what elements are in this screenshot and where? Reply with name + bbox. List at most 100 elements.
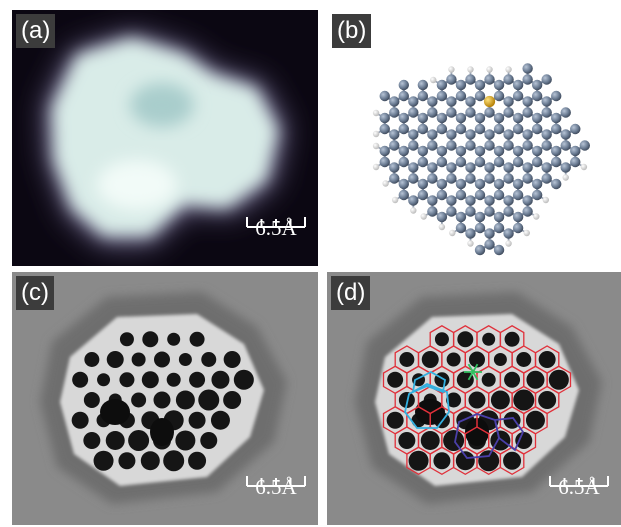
carbon-atom: [455, 222, 467, 234]
carbon-atom: [522, 195, 533, 206]
dopant-atom: [483, 95, 496, 108]
carbon-atom: [484, 140, 495, 151]
ring-hole: [178, 353, 192, 366]
panel-label-b: (b): [332, 14, 372, 48]
ring-hole: [525, 410, 545, 430]
hydrogen-atom: [449, 229, 456, 237]
carbon-atom: [570, 123, 581, 135]
carbon-atom: [379, 156, 390, 168]
carbon-atom: [446, 107, 457, 118]
ring-hole: [233, 369, 254, 390]
carbon-atom: [379, 112, 390, 124]
carbon-atom: [503, 173, 514, 184]
carbon-atom: [465, 195, 476, 206]
carbon-atom: [541, 107, 552, 118]
carbon-atom: [436, 79, 448, 91]
ring-hole: [131, 352, 146, 367]
carbon-atom: [398, 178, 409, 190]
carbon-atom: [465, 140, 476, 151]
carbon-atom: [465, 173, 476, 184]
carbon-atom: [379, 90, 390, 102]
carbon-atom: [493, 112, 505, 124]
carbon-atom: [503, 162, 514, 173]
carbon-atom: [503, 228, 514, 239]
carbon-atom: [417, 123, 429, 135]
carbon-atom: [446, 129, 457, 140]
ring-hole: [548, 369, 569, 390]
carbon-atom: [465, 96, 476, 107]
panel-c: (c) 6.5Å: [12, 272, 318, 525]
carbon-atom: [417, 156, 429, 168]
carbon-atom: [427, 140, 438, 151]
carbon-atom: [541, 173, 552, 184]
carbon-atom: [531, 156, 543, 168]
hydrogen-atom: [372, 163, 380, 171]
carbon-atom: [493, 189, 505, 201]
carbon-atom: [484, 107, 495, 118]
carbon-atom: [379, 145, 390, 157]
hydrogen-atom: [505, 66, 512, 73]
carbon-atom: [551, 156, 562, 168]
hydrogen-atom: [505, 240, 512, 247]
carbon-atom: [551, 112, 562, 124]
ring-hole: [167, 332, 181, 346]
carbon-atom: [522, 173, 533, 184]
carbon-atom: [531, 145, 543, 157]
scale-bar-c: 6.5Å: [246, 475, 306, 517]
ring-hole: [468, 391, 486, 409]
carbon-atom: [541, 96, 552, 107]
ring-hole: [504, 331, 520, 347]
carbon-atom: [389, 129, 400, 140]
carbon-atom: [522, 129, 533, 140]
carbon-atom: [427, 195, 438, 206]
scale-ruler-c: [246, 476, 306, 487]
carbon-atom: [503, 96, 514, 107]
carbon-atom: [474, 178, 486, 190]
carbon-atom: [465, 228, 476, 239]
hydrogen-atom: [486, 66, 493, 73]
carbon-atom: [560, 107, 571, 118]
carbon-atom: [389, 173, 400, 184]
carbon-atom: [398, 156, 409, 168]
ring-hole: [97, 373, 111, 387]
carbon-atom: [512, 156, 524, 168]
carbon-atom: [474, 156, 486, 168]
ring-hole: [84, 352, 100, 367]
carbon-atom: [398, 189, 409, 201]
panel-label-a: (a): [16, 14, 56, 48]
carbon-atom: [417, 90, 429, 102]
carbon-atom: [446, 173, 457, 184]
ring-hole: [420, 431, 440, 450]
carbon-atom: [579, 140, 590, 151]
carbon-atom: [512, 112, 524, 124]
ring-hole: [482, 332, 496, 346]
carbon-atom: [436, 90, 448, 102]
ring-hole: [72, 371, 89, 388]
carbon-atom: [398, 123, 409, 135]
carbon-atom: [474, 189, 486, 201]
ring-hole: [153, 391, 171, 409]
defect-hole: [415, 399, 445, 425]
ring-hole: [118, 452, 136, 470]
carbon-atom: [455, 156, 467, 168]
ring-hole: [398, 432, 416, 449]
ring-hole: [128, 430, 150, 451]
carbon-atom: [522, 140, 533, 151]
carbon-atom: [522, 63, 533, 74]
ring-hole: [493, 353, 507, 366]
hydrogen-atom: [467, 66, 474, 73]
carbon-atom: [484, 74, 495, 85]
carbon-atom: [465, 107, 476, 118]
ring-hole: [71, 411, 89, 429]
ring-hole: [131, 392, 147, 408]
carbon-atom: [474, 145, 486, 157]
panel-a-image: [44, 32, 287, 245]
carbon-atom: [474, 123, 486, 135]
ring-hole: [515, 432, 533, 449]
panel-label-d: (d): [331, 276, 371, 310]
carbon-atom: [560, 140, 571, 151]
hydrogen-atom: [430, 76, 437, 84]
carbon-atom: [408, 162, 419, 173]
hydrogen-atom: [372, 142, 380, 150]
carbon-atom: [417, 189, 429, 201]
